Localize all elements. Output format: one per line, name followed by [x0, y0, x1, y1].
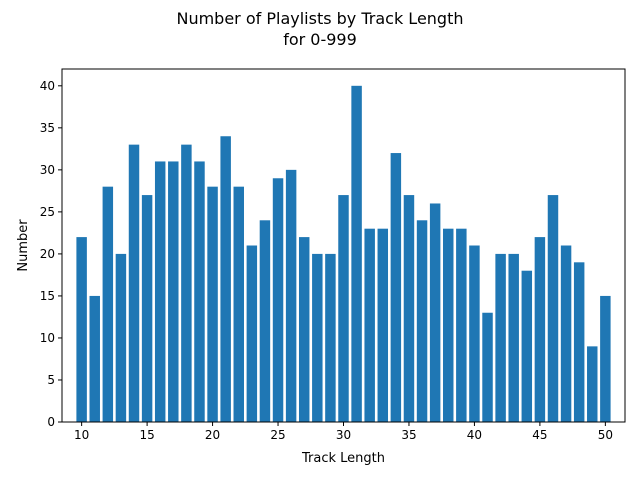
- x-tick-label: 25: [270, 428, 285, 442]
- bar-38: [443, 228, 454, 422]
- y-axis-label: Number: [16, 219, 31, 272]
- bars-group: [76, 85, 611, 423]
- y-tick-label: 40: [40, 79, 55, 93]
- bar-28: [312, 253, 323, 422]
- y-tick-label: 25: [40, 205, 55, 219]
- bar-42: [495, 253, 506, 422]
- bar-17: [168, 161, 179, 422]
- bar-20: [207, 186, 218, 422]
- x-axis-label: Track Length: [301, 451, 385, 466]
- bar-47: [560, 245, 572, 422]
- bar-43: [508, 253, 519, 422]
- y-tick-label: 0: [47, 415, 55, 429]
- bar-48: [573, 262, 585, 422]
- x-tick-label: 35: [401, 428, 416, 442]
- bar-45: [534, 237, 546, 422]
- bar-32: [364, 228, 375, 422]
- bar-36: [416, 220, 428, 422]
- x-tick-label: 45: [532, 428, 547, 442]
- bar-34: [390, 153, 402, 423]
- bar-16: [154, 161, 166, 422]
- bar-29: [325, 253, 336, 422]
- chart-title-line1: Number of Playlists by Track Length: [176, 9, 463, 28]
- bar-24: [259, 220, 271, 422]
- bar-15: [141, 195, 153, 422]
- bar-12: [102, 186, 114, 422]
- bar-27: [298, 237, 310, 422]
- bar-31: [351, 85, 362, 422]
- bar-30: [338, 195, 349, 422]
- y-tick-label: 20: [40, 247, 55, 261]
- y-axis-ticks: 0 5 10 15 20 25 30 35 40: [40, 79, 62, 429]
- bar-35: [403, 195, 415, 422]
- bar-21: [220, 136, 231, 423]
- bar-44: [521, 270, 533, 422]
- x-tick-label: 30: [336, 428, 351, 442]
- y-tick-label: 35: [40, 121, 55, 135]
- bar-40: [469, 245, 480, 422]
- bar-37: [429, 203, 441, 422]
- bar-26: [285, 169, 297, 422]
- x-axis-ticks: 10 15 20 25 30 35 40 45 50: [74, 422, 613, 442]
- bar-10: [76, 237, 87, 422]
- bar-23: [246, 245, 258, 422]
- bar-33: [377, 228, 389, 422]
- x-tick-label: 20: [205, 428, 220, 442]
- y-tick-label: 30: [40, 163, 55, 177]
- x-tick-label: 50: [598, 428, 613, 442]
- bar-19: [194, 161, 205, 422]
- bar-11: [89, 295, 100, 422]
- y-tick-label: 10: [40, 331, 55, 345]
- chart-title-line2: for 0-999: [283, 30, 357, 49]
- bar-46: [547, 195, 559, 422]
- bar-25: [272, 178, 284, 422]
- x-tick-label: 15: [139, 428, 154, 442]
- bar-14: [128, 144, 140, 422]
- bar-39: [456, 228, 467, 422]
- bar-18: [181, 144, 192, 422]
- x-tick-label: 10: [74, 428, 89, 442]
- y-tick-label: 15: [40, 289, 55, 303]
- bar-13: [115, 253, 127, 422]
- plot-frame: [61, 68, 626, 423]
- bar-41: [482, 312, 493, 422]
- x-tick-label: 40: [467, 428, 482, 442]
- bar-50: [600, 295, 611, 422]
- bar-22: [233, 186, 244, 422]
- y-tick-label: 5: [47, 373, 55, 387]
- bar-49: [587, 346, 598, 422]
